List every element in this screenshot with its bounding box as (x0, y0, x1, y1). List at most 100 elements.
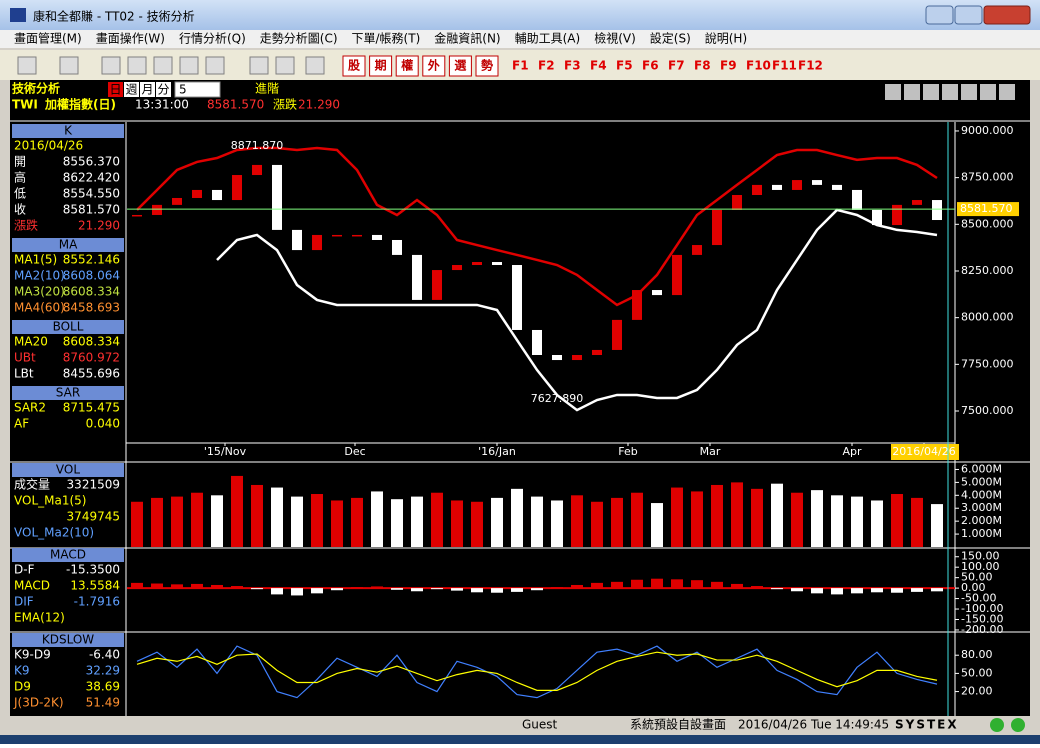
period-label: 月 (141, 83, 153, 97)
info-label: K9 (14, 664, 30, 678)
tool[interactable] (923, 84, 939, 100)
volume-bar (591, 501, 603, 547)
volume-bar (471, 501, 483, 547)
kd-line (136, 651, 938, 691)
info-label: 高 (14, 170, 26, 185)
period-tab[interactable] (156, 82, 171, 97)
section-title: KDSLOW (42, 633, 94, 647)
close[interactable] (983, 5, 1031, 25)
info-value: 3749745 (67, 510, 120, 524)
menu-item[interactable]: 輔助工具(A) (515, 32, 581, 46)
market-button[interactable] (448, 55, 472, 77)
candle (612, 319, 622, 350)
info-label: MA1(5) (14, 253, 57, 267)
volume-bar (151, 497, 163, 547)
candle (412, 254, 422, 300)
function-key[interactable]: F12 (798, 59, 823, 73)
function-key[interactable]: F6 (642, 59, 659, 73)
volume-bar (691, 491, 703, 547)
tool-icon[interactable] (275, 56, 295, 75)
function-key[interactable]: F11 (772, 59, 797, 73)
macd-bar (491, 588, 503, 593)
period-tab[interactable] (140, 82, 155, 97)
status-time: 2016/04/26 Tue 14:49:45 (738, 718, 889, 732)
market-button[interactable] (342, 55, 366, 77)
candle (392, 239, 402, 255)
tool-icon[interactable] (127, 56, 147, 75)
function-key[interactable]: F9 (720, 59, 737, 73)
candle (912, 200, 922, 205)
tool[interactable] (942, 84, 958, 100)
info-label: MA3(20) (14, 285, 65, 299)
market-label: 股 (348, 58, 361, 73)
function-key[interactable]: F1 (512, 59, 529, 73)
menu-item[interactable]: 設定(S) (650, 31, 691, 46)
advance[interactable]: 進階 (255, 81, 279, 96)
period-label: 日 (109, 83, 121, 97)
function-key[interactable]: F2 (538, 59, 555, 73)
macd-bar (191, 583, 203, 589)
tool[interactable] (904, 84, 920, 100)
market-button[interactable] (422, 55, 446, 77)
tool-icon[interactable] (179, 56, 199, 75)
function-key[interactable]: F3 (564, 59, 581, 73)
menu-item[interactable]: 畫面操作(W) (96, 31, 165, 46)
candle (832, 184, 842, 190)
function-key[interactable]: F7 (668, 59, 685, 73)
tool-icon[interactable] (101, 56, 121, 75)
tool[interactable] (980, 84, 996, 100)
maximize[interactable] (954, 5, 983, 25)
menu-item[interactable]: 下單/帳務(T) (352, 32, 421, 46)
tool[interactable] (999, 84, 1015, 100)
candle (272, 164, 282, 230)
candle (552, 354, 562, 361)
tool[interactable] (961, 84, 977, 100)
date-highlight (891, 444, 959, 460)
function-key[interactable]: F10 (746, 59, 771, 73)
market-button[interactable] (475, 55, 499, 77)
tool-icon[interactable] (153, 56, 173, 75)
period-count-box[interactable] (174, 81, 221, 98)
period-tab[interactable] (108, 82, 123, 97)
tool-icon[interactable] (59, 56, 79, 75)
info-label: 漲跌 (14, 218, 38, 233)
menu-item[interactable]: 走勢分析圖(C) (260, 31, 338, 46)
status-light (1011, 718, 1025, 732)
menu-item[interactable]: 說明(H) (705, 31, 747, 46)
period-tab[interactable] (124, 82, 139, 97)
tool-icon[interactable] (305, 56, 325, 75)
volume-bar (291, 496, 303, 547)
menu-item[interactable]: 檢視(V) (594, 31, 636, 46)
info-label: 開 (14, 155, 26, 169)
market-button[interactable] (369, 55, 393, 77)
function-key[interactable]: F5 (616, 59, 633, 73)
menu-item[interactable]: 畫面管理(M) (14, 31, 82, 46)
info-label: MACD (14, 579, 50, 593)
candle (452, 265, 462, 271)
tool-icon[interactable] (205, 56, 225, 75)
price-annotation: 8871.870 (231, 139, 284, 152)
candle (652, 290, 662, 296)
tool[interactable] (885, 84, 901, 100)
tool-icon[interactable] (17, 56, 37, 75)
menu-item[interactable]: 金融資訊(N) (434, 31, 500, 46)
volume-bar (371, 491, 383, 547)
y-tick-label: 4.000M (961, 488, 1002, 501)
market-button[interactable] (395, 55, 419, 77)
info-label: D-F (14, 563, 35, 577)
candle (192, 189, 202, 198)
minimize[interactable] (925, 5, 954, 25)
volume-bar (231, 475, 243, 547)
function-key[interactable]: F8 (694, 59, 711, 73)
volume-bar (211, 495, 223, 547)
y-tick-label: 50.00 (961, 571, 993, 584)
macd-bar (471, 588, 483, 593)
tool-icon[interactable] (249, 56, 269, 75)
candle (212, 189, 222, 201)
volume-bar (411, 496, 423, 547)
y-tick-label: -150.00 (961, 612, 1003, 625)
function-key[interactable]: F4 (590, 59, 607, 73)
info-label: J(3D-2K) (13, 696, 64, 710)
volume-bar (191, 492, 203, 547)
menu-item[interactable]: 行情分析(Q) (179, 32, 246, 46)
